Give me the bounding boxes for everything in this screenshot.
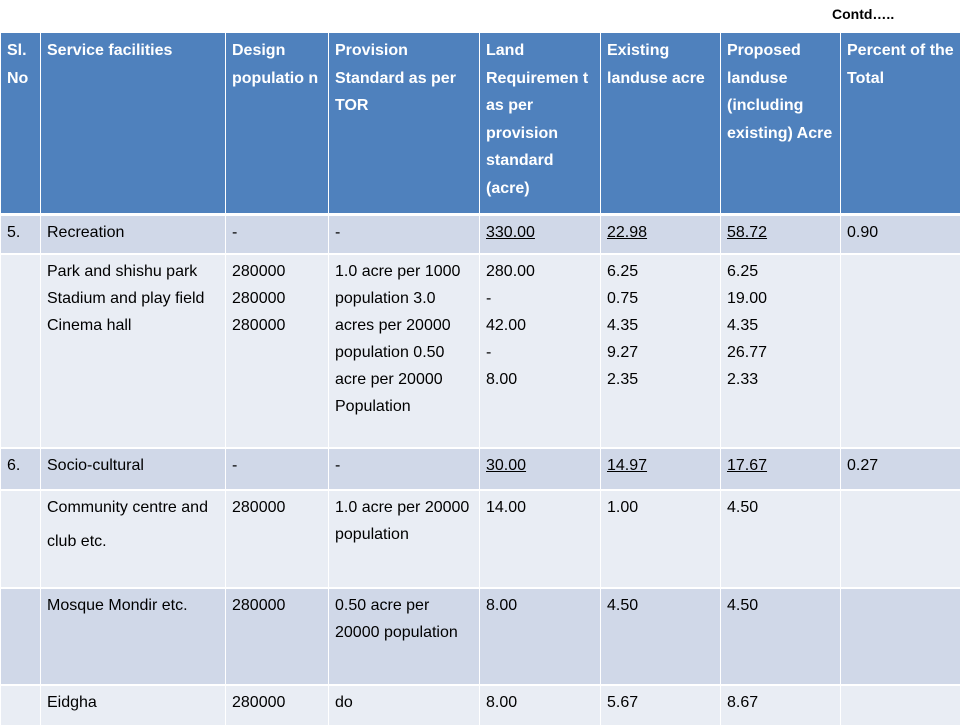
table-row: Park and shishu park Stadium and play fi… <box>1 254 960 448</box>
cell-population: 280000 <box>226 490 329 588</box>
table-row: 6. Socio-cultural - - 30.00 14.97 17.67 … <box>1 448 960 490</box>
cell-sl <box>1 254 41 448</box>
cell-percent <box>841 685 960 725</box>
table-row: 5. Recreation - - 330.00 22.98 58.72 0.9… <box>1 214 960 254</box>
cell-facility: Park and shishu park Stadium and play fi… <box>41 254 226 448</box>
cell-value: 0.75 <box>607 285 714 312</box>
cell-value: 6.25 <box>727 258 834 285</box>
cell-proposed: 8.67 <box>721 685 841 725</box>
cell-standard: 1.0 acre per 1000 population 3.0 acres p… <box>329 254 480 448</box>
cell-land-req: 330.00 <box>480 214 601 254</box>
cell-percent <box>841 254 960 448</box>
table-row: Mosque Mondir etc. 280000 0.50 acre per … <box>1 588 960 685</box>
cell-existing: 1.00 <box>601 490 721 588</box>
cell-sl: 5. <box>1 214 41 254</box>
cell-land-req: 14.00 <box>480 490 601 588</box>
cell-population: 280000 280000 280000 <box>226 254 329 448</box>
cell-population: - <box>226 448 329 490</box>
cell-percent: 0.90 <box>841 214 960 254</box>
cell-standard: 1.0 acre per 20000 population <box>329 490 480 588</box>
cell-existing: 22.98 <box>601 214 721 254</box>
header-percent-total: Percent of the Total <box>841 32 960 214</box>
table-row: Eidgha 280000 do 8.00 5.67 8.67 <box>1 685 960 725</box>
service-facilities-table: Sl. No Service facilities Design populat… <box>0 31 960 725</box>
table-row: Community centre and club etc. 280000 1.… <box>1 490 960 588</box>
header-service-facilities: Service facilities <box>41 32 226 214</box>
cell-existing: 5.67 <box>601 685 721 725</box>
cell-percent: 0.27 <box>841 448 960 490</box>
cell-value: 42.00 <box>486 312 594 339</box>
cell-population: - <box>226 214 329 254</box>
cell-value: 26.77 <box>727 339 834 366</box>
header-proposed-landuse: Proposed landuse (including existing) Ac… <box>721 32 841 214</box>
cell-existing: 6.25 0.75 4.35 9.27 2.35 <box>601 254 721 448</box>
cell-value: 6.25 <box>607 258 714 285</box>
cell-sl <box>1 490 41 588</box>
cell-value: 2.35 <box>607 366 714 393</box>
cell-standard: 0.50 acre per 20000 population <box>329 588 480 685</box>
cell-percent <box>841 588 960 685</box>
continued-label: Contd….. <box>832 6 894 22</box>
cell-facility: Mosque Mondir etc. <box>41 588 226 685</box>
cell-standard: - <box>329 214 480 254</box>
cell-sl: 6. <box>1 448 41 490</box>
cell-population: 280000 <box>226 588 329 685</box>
header-row: Sl. No Service facilities Design populat… <box>1 32 960 214</box>
header-sl-no: Sl. No <box>1 32 41 214</box>
cell-facility: Recreation <box>41 214 226 254</box>
cell-land-req: 30.00 <box>480 448 601 490</box>
cell-value: 4.35 <box>727 312 834 339</box>
cell-existing: 14.97 <box>601 448 721 490</box>
cell-standard: do <box>329 685 480 725</box>
cell-proposed: 58.72 <box>721 214 841 254</box>
cell-value: 19.00 <box>727 285 834 312</box>
cell-proposed: 17.67 <box>721 448 841 490</box>
cell-value: - <box>486 285 594 312</box>
cell-population: 280000 <box>226 685 329 725</box>
header-provision-standard: Provision Standard as per TOR <box>329 32 480 214</box>
header-existing-landuse: Existing landuse acre <box>601 32 721 214</box>
cell-percent <box>841 490 960 588</box>
cell-facility: Socio-cultural <box>41 448 226 490</box>
cell-sl <box>1 685 41 725</box>
cell-value: 4.35 <box>607 312 714 339</box>
cell-facility: Eidgha <box>41 685 226 725</box>
cell-proposed: 4.50 <box>721 490 841 588</box>
cell-proposed: 4.50 <box>721 588 841 685</box>
cell-facility: Community centre and club etc. <box>41 490 226 588</box>
cell-value: - <box>486 339 594 366</box>
cell-value: 2.33 <box>727 366 834 393</box>
cell-land-req: 280.00 - 42.00 - 8.00 <box>480 254 601 448</box>
cell-land-req: 8.00 <box>480 685 601 725</box>
cell-value: 8.00 <box>486 366 594 393</box>
cell-proposed: 6.25 19.00 4.35 26.77 2.33 <box>721 254 841 448</box>
cell-sl <box>1 588 41 685</box>
header-design-population: Design populatio n <box>226 32 329 214</box>
header-land-requirement: Land Requiremen t as per provision stand… <box>480 32 601 214</box>
cell-existing: 4.50 <box>601 588 721 685</box>
cell-standard: - <box>329 448 480 490</box>
cell-value: 280.00 <box>486 258 594 285</box>
cell-value: 9.27 <box>607 339 714 366</box>
cell-land-req: 8.00 <box>480 588 601 685</box>
